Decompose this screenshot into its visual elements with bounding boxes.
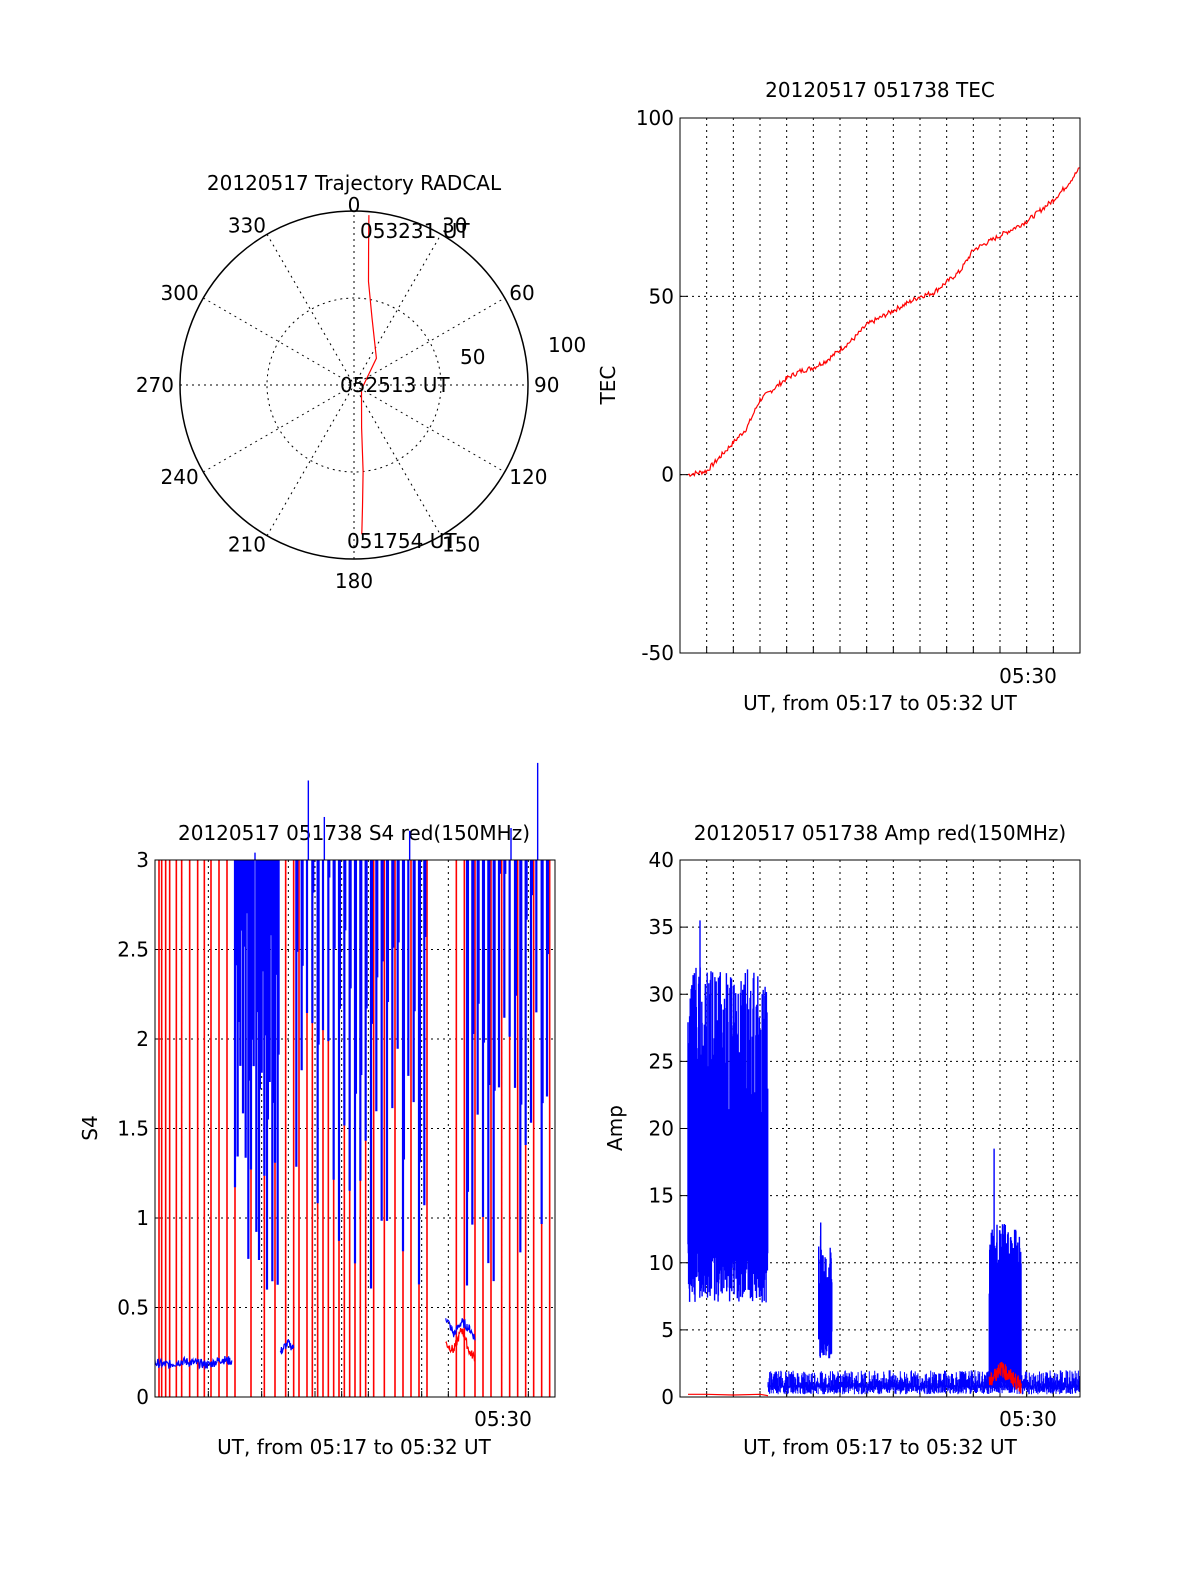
s4-plot-frame xyxy=(154,859,556,1398)
y-tick-label: 1.5 xyxy=(117,1117,149,1141)
tec-series-line xyxy=(687,167,1080,478)
tec-y-tick-labels: -50 0 50 100 xyxy=(636,106,674,665)
y-tick-label: 40 xyxy=(649,848,674,872)
amp-blue-baseline xyxy=(767,1370,1081,1395)
s4-spikes xyxy=(158,762,551,1397)
y-tick-label: 2.5 xyxy=(117,938,149,962)
tec-y-axis-label: TEC xyxy=(596,366,620,406)
polar-angle-label: 30 xyxy=(442,214,467,238)
trajectory-title: 20120517 Trajectory RADCAL xyxy=(207,171,502,195)
amp-blue-band xyxy=(687,920,769,1303)
y-tick-label: 2 xyxy=(136,1027,149,1051)
s4-y-axis-label: S4 xyxy=(78,1115,102,1140)
s4-series-line xyxy=(445,1318,476,1341)
polar-angle-label: 300 xyxy=(161,281,199,305)
polar-angle-label: 150 xyxy=(442,532,480,556)
s4-y-tick-labels: 0 0.5 1 1.5 2 2.5 3 xyxy=(117,848,149,1409)
s4-series-line xyxy=(279,1338,295,1355)
tec-x-axis-label: UT, from 05:17 to 05:32 UT xyxy=(743,691,1018,715)
amp-plot-frame xyxy=(679,859,1081,1398)
polar-angle-label: 330 xyxy=(228,214,266,238)
amp-blue-band xyxy=(988,1148,1022,1388)
amp-x-axis-label: UT, from 05:17 to 05:32 UT xyxy=(743,1435,1018,1459)
polar-angle-label: 90 xyxy=(534,373,559,397)
amp-red-series-line xyxy=(688,1361,1022,1397)
y-tick-label: -50 xyxy=(641,641,674,665)
tec-grid xyxy=(680,117,1080,654)
polar-angle-label: 60 xyxy=(509,281,534,305)
y-tick-label: 0 xyxy=(136,1385,149,1409)
s4-title: 20120517 051738 S4 red(150MHz) xyxy=(178,821,530,845)
amp-x-tick-label: 05:30 xyxy=(999,1407,1057,1431)
y-tick-label: 25 xyxy=(649,1049,674,1073)
s4-series-lines xyxy=(154,1318,476,1370)
tec-chart: 20120517 051738 TEC -50 0 50 100 05:30 UT, … xyxy=(596,78,1081,715)
trajectory-polar-chart: 20120517 Trajectory RADCAL 0 30 60 90 120 150… xyxy=(136,171,586,593)
tec-x-tick-label: 05:30 xyxy=(999,664,1057,688)
y-tick-label: 0.5 xyxy=(117,1296,149,1320)
polar-grid xyxy=(179,210,529,560)
polar-radial-labels: 50 100 xyxy=(460,333,586,369)
y-tick-label: 100 xyxy=(636,106,674,130)
y-tick-label: 0 xyxy=(661,1385,674,1409)
polar-angle-label: 240 xyxy=(161,465,199,489)
y-tick-label: 1 xyxy=(136,1206,149,1230)
polar-angle-label: 0 xyxy=(348,193,361,217)
y-tick-label: 10 xyxy=(649,1251,674,1275)
polar-angle-labels: 0 30 60 90 120 150 180 210 240 270 300 330 xyxy=(136,193,560,593)
y-tick-label: 35 xyxy=(649,915,674,939)
y-tick-label: 50 xyxy=(649,284,674,308)
y-tick-label: 30 xyxy=(649,982,674,1006)
s4-x-tick-label: 05:30 xyxy=(474,1407,532,1431)
y-tick-label: 0 xyxy=(661,463,674,487)
amp-title: 20120517 051738 Amp red(150MHz) xyxy=(694,821,1066,845)
polar-angle-label: 210 xyxy=(228,532,266,556)
polar-radial-label: 50 xyxy=(460,345,485,369)
y-tick-label: 3 xyxy=(136,848,149,872)
annotation-start-time: 051754 UT xyxy=(347,529,457,553)
s4-chart: 20120517 051738 S4 red(150MHz) 0 0.5 1 1.5 2… xyxy=(78,762,556,1459)
y-tick-label: 15 xyxy=(649,1184,674,1208)
annotation-mid-time: 052513 UT xyxy=(340,373,450,397)
tec-title: 20120517 051738 TEC xyxy=(765,78,995,102)
amp-chart: 20120517 051738 Amp red(150MHz) 0 5 10 15 20… xyxy=(603,821,1081,1459)
amp-blue-signal xyxy=(687,920,1081,1395)
polar-inner-ring xyxy=(266,297,442,473)
trajectory-track xyxy=(360,215,378,535)
y-tick-label: 5 xyxy=(661,1318,674,1342)
s4-series-line xyxy=(445,1328,476,1362)
amp-blue-band xyxy=(818,1222,833,1359)
annotation-end-time: 053231 UT xyxy=(360,219,470,243)
amp-y-tick-labels: 0 5 10 15 20 25 30 35 40 xyxy=(649,848,674,1409)
polar-angle-label: 270 xyxy=(136,373,174,397)
polar-radial-label: 100 xyxy=(548,333,586,357)
s4-series-line xyxy=(154,1355,233,1370)
polar-spoke xyxy=(266,234,442,536)
tec-plot-frame xyxy=(679,117,1081,654)
polar-angle-label: 120 xyxy=(509,465,547,489)
polar-angle-label: 180 xyxy=(335,569,373,593)
amp-y-axis-label: Amp xyxy=(603,1105,627,1151)
y-tick-label: 20 xyxy=(649,1117,674,1141)
s4-x-axis-label: UT, from 05:17 to 05:32 UT xyxy=(217,1435,492,1459)
